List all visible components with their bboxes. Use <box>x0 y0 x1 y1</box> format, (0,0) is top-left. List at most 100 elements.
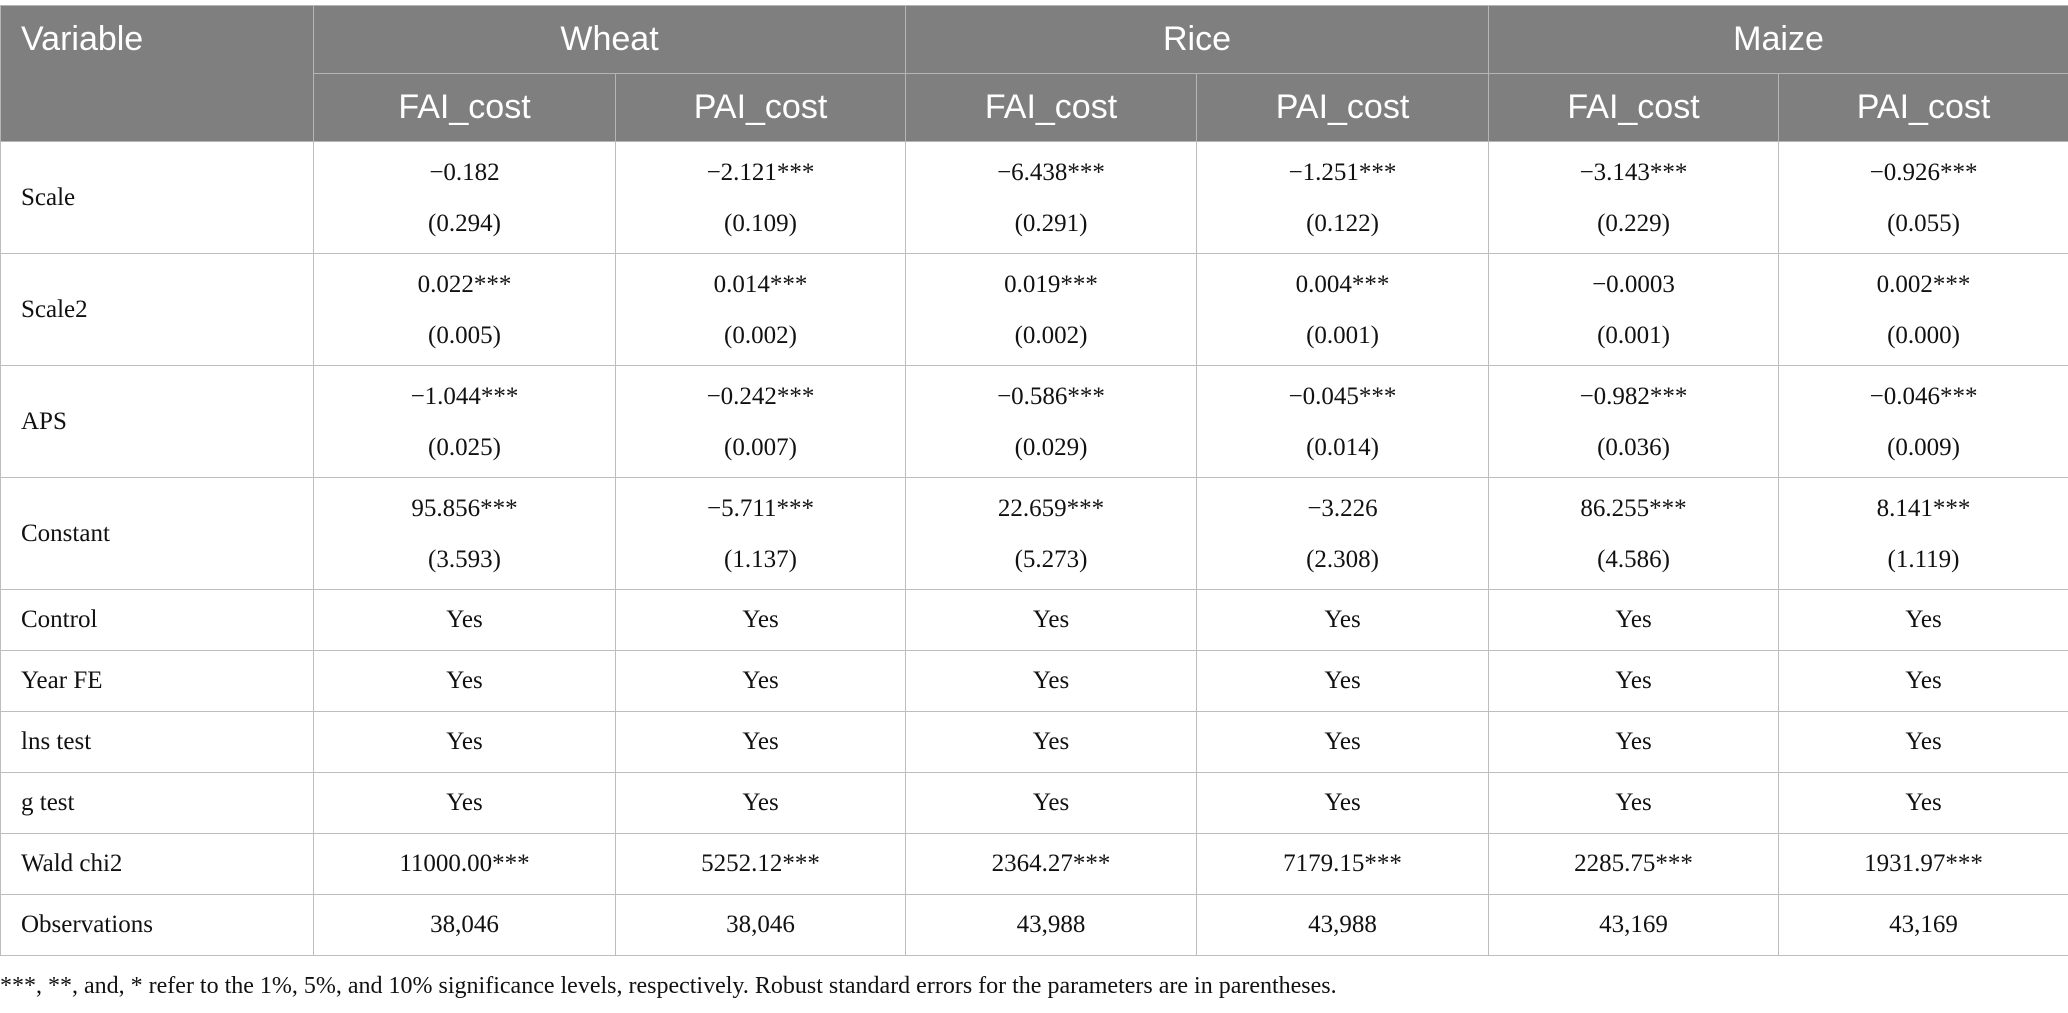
standard-error: (0.055) <box>1887 209 1960 237</box>
coefficient: 0.014*** <box>713 270 808 298</box>
table-row: lns test Yes Yes Yes Yes Yes Yes <box>0 711 2068 773</box>
standard-error: (0.005) <box>428 321 501 349</box>
coefficient: 0.004*** <box>1295 270 1390 298</box>
header-subheader: PAI_cost <box>1778 73 2068 142</box>
table-row: Scale2 0.022*** (0.005) 0.014*** (0.002) 0.01… <box>0 253 2068 366</box>
table-cell: 7179.15*** <box>1196 833 1490 895</box>
table-row: Scale −0.182 (0.294) −2.121*** (0.109) −6.438… <box>0 141 2068 254</box>
standard-error: (2.308) <box>1306 545 1379 573</box>
table-cell: −5.711*** (1.137) <box>614 477 907 590</box>
coefficient: −0.046*** <box>1869 382 1978 410</box>
table-cell: −3.226 (2.308) <box>1196 477 1490 590</box>
header-subheader: FAI_cost <box>1488 73 1780 142</box>
table-cell: 38,046 <box>614 894 907 956</box>
header-group: Rice <box>905 5 1490 74</box>
standard-error: (0.002) <box>1014 321 1088 349</box>
coefficient: −0.242*** <box>706 382 815 410</box>
table-cell: −1.044*** (0.025) <box>313 365 616 478</box>
row-label: APS <box>0 365 314 478</box>
table-cell: Yes <box>1196 711 1490 773</box>
coefficient: −3.226 <box>1307 494 1378 522</box>
row-label: Year FE <box>0 650 314 712</box>
table-cell: Yes <box>313 650 616 712</box>
standard-error: (0.122) <box>1306 209 1379 237</box>
table-row: Year FE Yes Yes Yes Yes Yes Yes <box>0 650 2068 712</box>
table-cell: Yes <box>1196 772 1490 834</box>
coefficient: −0.182 <box>429 158 500 186</box>
header-variable: Variable <box>0 5 314 142</box>
table-cell: −3.143*** (0.229) <box>1488 141 1780 254</box>
table-cell: −6.438*** (0.291) <box>905 141 1198 254</box>
table-cell: 43,169 <box>1778 894 2068 956</box>
coefficient: 0.002*** <box>1876 270 1971 298</box>
table-cell: 43,988 <box>1196 894 1490 956</box>
coefficient: −0.586*** <box>997 382 1105 410</box>
standard-error: (0.001) <box>1597 321 1670 349</box>
table-cell: Yes <box>313 711 616 773</box>
table-cell: Yes <box>905 772 1198 834</box>
standard-error: (0.029) <box>1014 433 1088 461</box>
row-label: Wald chi2 <box>0 833 314 895</box>
header-subheader: FAI_cost <box>313 73 616 142</box>
standard-error: (3.593) <box>428 545 501 573</box>
table-cell: Yes <box>905 650 1198 712</box>
table-cell: Yes <box>1196 650 1490 712</box>
coefficient: −0.982*** <box>1579 382 1688 410</box>
table-cell: 11000.00*** <box>313 833 616 895</box>
row-label: Observations <box>0 894 314 956</box>
standard-error: (0.000) <box>1887 321 1960 349</box>
row-label: Scale2 <box>0 253 314 366</box>
table-cell: Yes <box>614 589 907 651</box>
standard-error: (0.291) <box>1014 209 1088 237</box>
standard-error: (0.014) <box>1306 433 1379 461</box>
row-label: Scale <box>0 141 314 254</box>
table-cell: −0.046*** (0.009) <box>1778 365 2068 478</box>
table-cell: Yes <box>905 589 1198 651</box>
coefficient: −1.251*** <box>1288 158 1397 186</box>
table-row: g test Yes Yes Yes Yes Yes Yes <box>0 772 2068 834</box>
table-cell: 2364.27*** <box>905 833 1198 895</box>
table-cell: Yes <box>1488 772 1780 834</box>
standard-error: (1.119) <box>1887 545 1960 573</box>
table-cell: −0.926*** (0.055) <box>1778 141 2068 254</box>
table-cell: 22.659*** (5.273) <box>905 477 1198 590</box>
table-cell: Yes <box>1488 589 1780 651</box>
header-group: Maize <box>1488 5 2068 74</box>
row-label: g test <box>0 772 314 834</box>
coefficient: −2.121*** <box>706 158 815 186</box>
table-cell: Yes <box>313 772 616 834</box>
table-cell: 0.004*** (0.001) <box>1196 253 1490 366</box>
standard-error: (0.002) <box>724 321 797 349</box>
coefficient: 0.019*** <box>1004 270 1098 298</box>
table-cell: Yes <box>614 650 907 712</box>
table-row: Observations 38,046 38,046 43,988 43,988 43,1… <box>0 894 2068 956</box>
coefficient: −3.143*** <box>1579 158 1688 186</box>
standard-error: (0.009) <box>1887 433 1960 461</box>
table-cell: Yes <box>1778 589 2068 651</box>
table-cell: 0.014*** (0.002) <box>614 253 907 366</box>
coefficient: 95.856*** <box>411 494 518 522</box>
standard-error: (0.036) <box>1597 433 1670 461</box>
table-cell: 0.022*** (0.005) <box>313 253 616 366</box>
row-label: Control <box>0 589 314 651</box>
table-row: Control Yes Yes Yes Yes Yes Yes <box>0 589 2068 651</box>
standard-error: (0.007) <box>724 433 797 461</box>
header-subheader: PAI_cost <box>1196 73 1490 142</box>
coefficient: 8.141*** <box>1876 494 1971 522</box>
coefficient: 86.255*** <box>1580 494 1687 522</box>
standard-error: (5.273) <box>1014 545 1088 573</box>
table-cell: Yes <box>1778 711 2068 773</box>
table-cell: 95.856*** (3.593) <box>313 477 616 590</box>
header-group: Wheat <box>312 5 907 74</box>
table-cell: −0.045*** (0.014) <box>1196 365 1490 478</box>
standard-error: (1.137) <box>724 545 797 573</box>
table-cell: Yes <box>614 772 907 834</box>
coefficient: −0.926*** <box>1869 158 1978 186</box>
table-cell: Yes <box>1488 650 1780 712</box>
standard-error: (0.001) <box>1306 321 1379 349</box>
row-label: lns test <box>0 711 314 773</box>
table-cell: Yes <box>1196 589 1490 651</box>
table-cell: Yes <box>905 711 1198 773</box>
table-cell: −0.586*** (0.029) <box>905 365 1198 478</box>
